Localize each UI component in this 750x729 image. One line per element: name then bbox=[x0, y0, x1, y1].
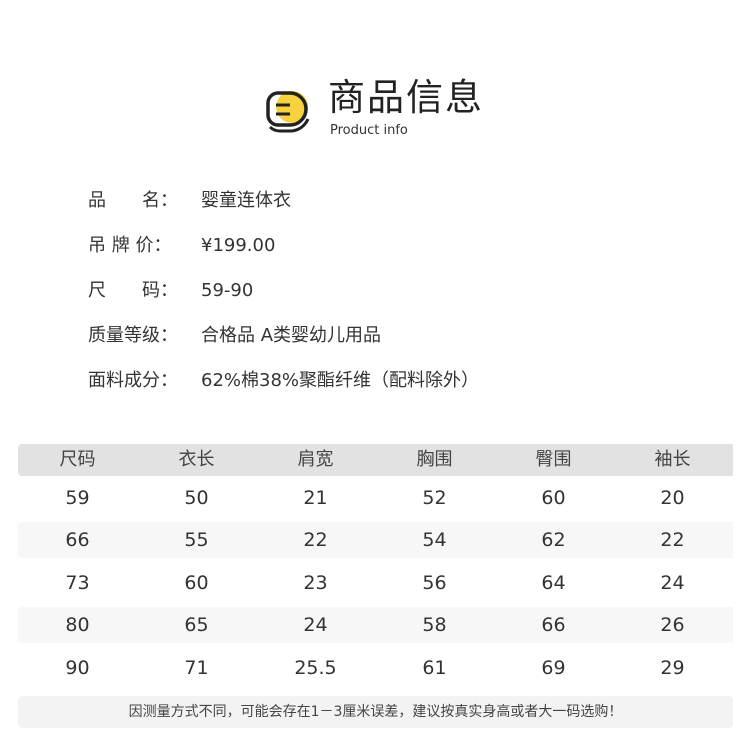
table-row: 73 60 23 56 64 24 bbox=[18, 561, 733, 604]
info-value: 合格品 A类婴幼儿用品 bbox=[201, 325, 382, 346]
info-value: ¥199.00 bbox=[201, 235, 276, 256]
table-cell: 66 bbox=[541, 614, 566, 636]
table-row: 80 65 24 58 66 26 bbox=[18, 607, 733, 643]
table-cell: 58 bbox=[422, 614, 447, 636]
info-value: 62%棉38%聚酯纤维（配料除外） bbox=[201, 370, 480, 391]
table-cell: 65 bbox=[184, 614, 209, 636]
table-row: 90 71 25.5 61 69 29 bbox=[18, 646, 733, 689]
table-cell: 66 bbox=[65, 529, 90, 551]
table-cell: 71 bbox=[184, 656, 209, 679]
table-cell: 55 bbox=[184, 529, 209, 551]
info-row-price: 吊 牌 价： ¥199.00 bbox=[88, 234, 275, 258]
table-cell: 54 bbox=[422, 529, 447, 551]
column-header: 肩宽 bbox=[297, 449, 334, 470]
list-badge-icon bbox=[266, 91, 310, 133]
page-title: 商品信息 bbox=[328, 76, 484, 119]
info-row-name: 品 名： 婴童连体衣 bbox=[88, 189, 291, 213]
column-header: 尺码 bbox=[59, 449, 96, 470]
table-cell: 20 bbox=[660, 486, 685, 509]
info-value: 59-90 bbox=[201, 280, 254, 301]
table-cell: 24 bbox=[660, 571, 685, 594]
table-cell: 50 bbox=[184, 486, 209, 509]
column-header: 臀围 bbox=[535, 449, 572, 470]
table-cell: 23 bbox=[303, 571, 328, 594]
column-header: 胸围 bbox=[416, 449, 453, 470]
section-header: 商品信息 Product info bbox=[264, 79, 504, 143]
table-cell: 29 bbox=[660, 656, 685, 679]
table-cell: 25.5 bbox=[294, 656, 337, 679]
info-row-size: 尺 码： 59-90 bbox=[88, 279, 253, 303]
table-cell: 56 bbox=[422, 571, 447, 594]
info-label: 质量等级： bbox=[88, 325, 178, 346]
table-cell: 59 bbox=[65, 486, 90, 509]
info-label: 尺 码： bbox=[88, 280, 178, 301]
table-cell: 60 bbox=[541, 486, 566, 509]
table-row: 66 55 22 54 62 22 bbox=[18, 522, 733, 558]
info-label: 吊 牌 价： bbox=[88, 235, 172, 256]
size-table: 尺码 衣长 肩宽 胸围 臀围 袖长 59 50 21 52 60 20 66 55 22 54 62 22 73 60… bbox=[18, 444, 733, 689]
table-cell: 64 bbox=[541, 571, 566, 594]
table-cell: 73 bbox=[65, 571, 90, 594]
info-row-grade: 质量等级： 合格品 A类婴幼儿用品 bbox=[88, 324, 381, 348]
table-cell: 80 bbox=[65, 614, 90, 636]
column-header: 袖长 bbox=[654, 449, 691, 470]
table-cell: 24 bbox=[303, 614, 328, 636]
info-value: 婴童连体衣 bbox=[201, 190, 291, 211]
page-subtitle: Product info bbox=[330, 123, 408, 138]
table-cell: 22 bbox=[660, 529, 685, 551]
table-cell: 21 bbox=[303, 486, 328, 509]
table-row: 59 50 21 52 60 20 bbox=[18, 476, 733, 519]
info-label: 品 名： bbox=[88, 190, 178, 211]
measurement-note: 因测量方式不同，可能会存在1－3厘米误差，建议按真实身高或者大一码选购！ bbox=[18, 696, 733, 728]
table-cell: 62 bbox=[541, 529, 566, 551]
table-cell: 60 bbox=[184, 571, 209, 594]
info-label: 面料成分： bbox=[88, 370, 178, 391]
table-cell: 22 bbox=[303, 529, 328, 551]
info-row-material: 面料成分： 62%棉38%聚酯纤维（配料除外） bbox=[88, 369, 479, 393]
table-cell: 61 bbox=[422, 656, 447, 679]
table-header: 尺码 衣长 肩宽 胸围 臀围 袖长 bbox=[18, 444, 733, 476]
table-cell: 90 bbox=[65, 656, 90, 679]
table-cell: 26 bbox=[660, 614, 685, 636]
table-cell: 69 bbox=[541, 656, 566, 679]
column-header: 衣长 bbox=[178, 449, 215, 470]
table-cell: 52 bbox=[422, 486, 447, 509]
